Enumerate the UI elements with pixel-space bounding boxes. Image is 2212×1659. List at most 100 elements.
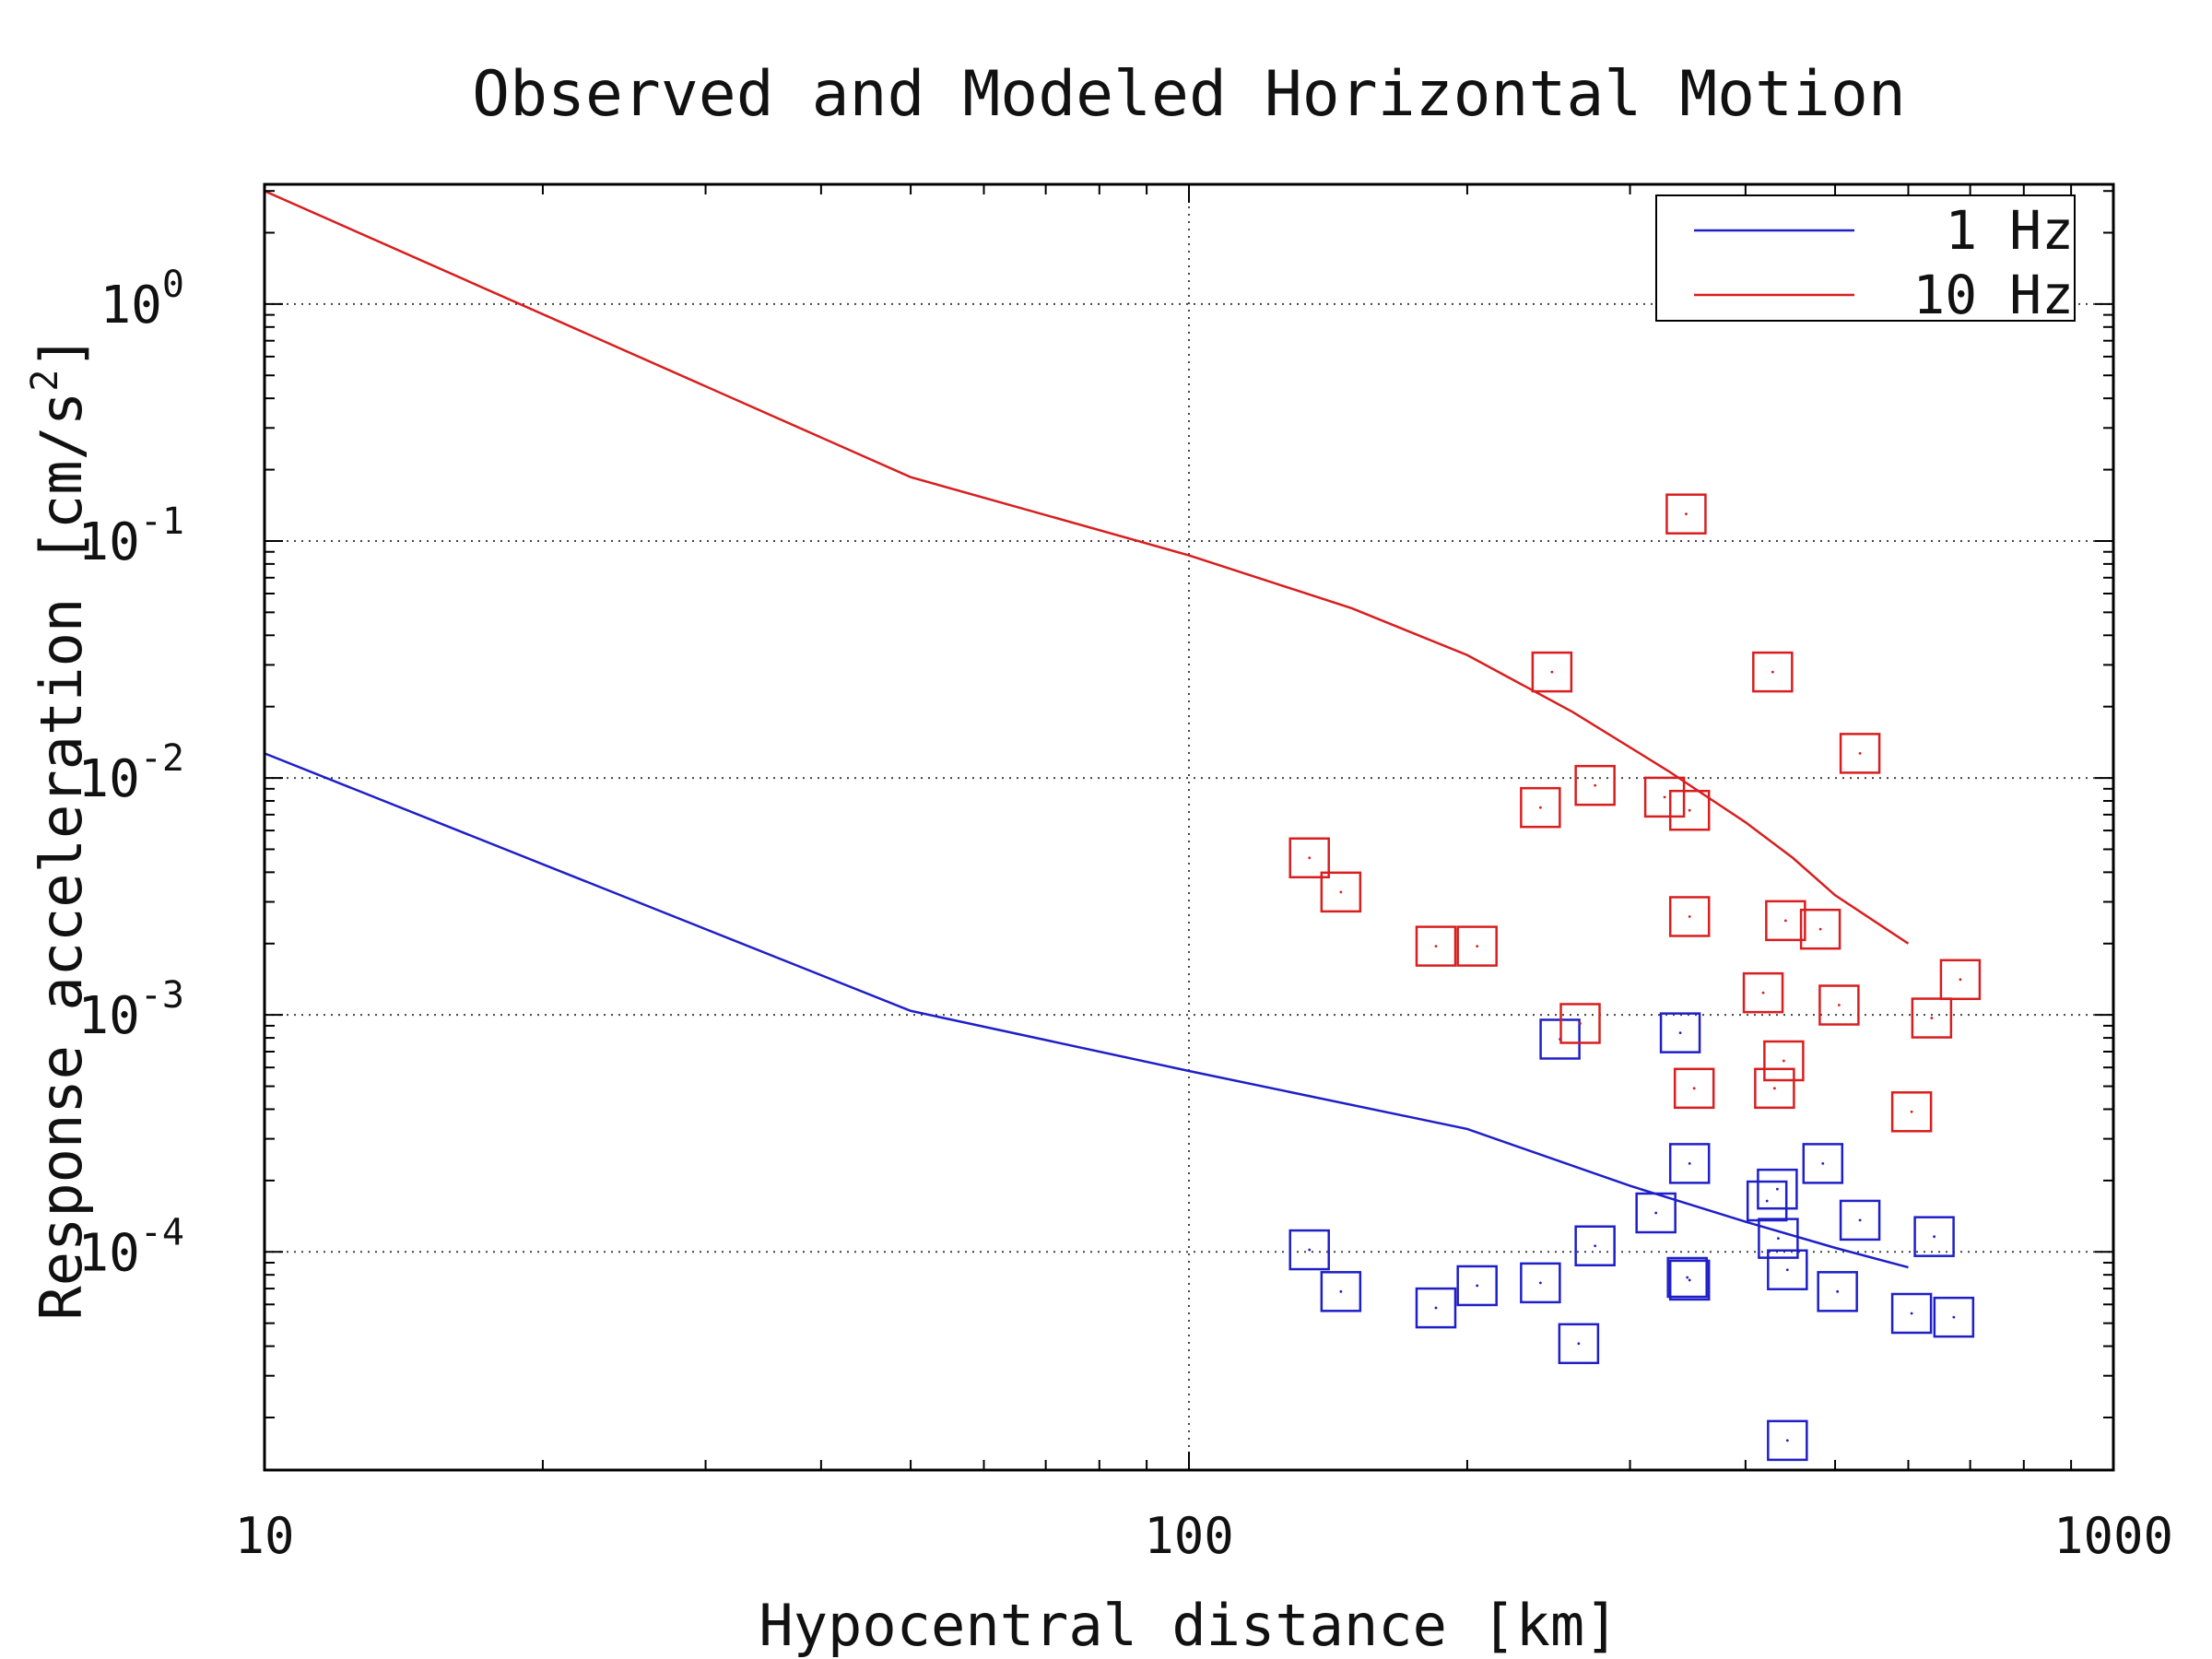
observed-point-center-1-hz [1678, 1031, 1682, 1035]
observed-point-1-hz [1758, 1218, 1799, 1259]
x-tick-labels: 10 100 1000 [234, 1507, 2173, 1565]
y-tick-label: 100 [100, 264, 184, 335]
observed-point-center-1-hz [1688, 1161, 1691, 1165]
observed-point-10-hz [1818, 984, 1860, 1026]
y-axis-label-end: ] [28, 335, 95, 369]
observed-point-center-1-hz [1765, 1199, 1769, 1203]
x-axis-label: Hypocentral distance [km] [759, 1592, 1618, 1659]
y-tick-exponent: 0 [162, 264, 184, 306]
observed-point-center-10-hz [1930, 1017, 1934, 1019]
observed-point-center-10-hz [1594, 783, 1597, 787]
observed-point-center-10-hz [1685, 512, 1688, 516]
observed-point-center-10-hz [1782, 1059, 1785, 1063]
observed-point-1-hz [1520, 1262, 1561, 1304]
observed-point-10-hz [1320, 871, 1362, 913]
observed-point-center-1-hz [1476, 1284, 1479, 1288]
model-line-1-hz [264, 752, 1909, 1269]
grid-lines [265, 184, 2113, 1470]
observed-point-10-hz [1752, 651, 1794, 693]
observed-point-center-1-hz [1688, 1278, 1691, 1282]
observed-point-center-10-hz [1339, 890, 1343, 894]
observed-point-10-hz [1742, 971, 1784, 1014]
observed-point-10-hz [1288, 837, 1330, 879]
observed-point-center-10-hz [1308, 856, 1312, 860]
chart-title: Observed and Modeled Horizontal Motion [472, 58, 1906, 131]
model-lines [264, 190, 1910, 1269]
observed-point-center-10-hz [1434, 945, 1438, 947]
observed-point-center-10-hz [1550, 670, 1554, 674]
observed-point-center-10-hz [1538, 806, 1542, 809]
y-axis-label-main: Response acceleration [cm/s [28, 392, 95, 1321]
observed-point-10-hz [1415, 925, 1457, 967]
observed-point-10-hz [1574, 764, 1616, 806]
observed-point-10-hz [1668, 789, 1711, 831]
observed-point-center-1-hz [1952, 1315, 1956, 1319]
observed-point-center-10-hz [1688, 808, 1691, 812]
observed-point-10-hz [1765, 900, 1806, 942]
observed-point-center-1-hz [1434, 1306, 1438, 1310]
observed-point-1-hz [1666, 1256, 1708, 1299]
y-tick-base: 10 [77, 512, 139, 572]
observed-point-center-10-hz [1692, 1087, 1696, 1090]
observed-point-1-hz [1288, 1229, 1330, 1271]
observed-point-10-hz [1665, 493, 1707, 535]
y-tick-base: 10 [77, 986, 139, 1046]
y-tick-label: 10-1 [77, 500, 184, 572]
observed-point-center-1-hz [1777, 1237, 1780, 1241]
observed-point-1-hz [1767, 1419, 1808, 1462]
y-axis-label: Response acceleration [cm/s2] [24, 335, 95, 1320]
observed-point-center-1-hz [1785, 1268, 1789, 1272]
observed-point-center-10-hz [1761, 991, 1765, 994]
observed-point-center-10-hz [1772, 1087, 1776, 1090]
observed-point-center-1-hz [1594, 1244, 1597, 1248]
observed-point-10-hz [1559, 1003, 1601, 1044]
observed-point-10-hz [1839, 733, 1881, 774]
observed-point-center-1-hz [1910, 1312, 1913, 1315]
model-line-10-hz [264, 190, 1910, 945]
observed-point-center-10-hz [1818, 927, 1822, 931]
legend-label: 10 Hz [1912, 264, 2074, 326]
y-tick-label: 10-3 [77, 974, 184, 1046]
y-tick-label: 10-4 [77, 1211, 184, 1283]
observed-point-center-10-hz [1959, 978, 1962, 982]
observed-point-1-hz [1913, 1216, 1955, 1257]
observed-point-1-hz [1802, 1143, 1844, 1184]
tick-marks [264, 184, 2113, 1470]
observed-points [1288, 493, 1982, 1462]
observed-point-center-1-hz [1933, 1235, 1936, 1239]
observed-point-center-1-hz [1858, 1218, 1862, 1222]
observed-point-center-1-hz [1654, 1211, 1658, 1215]
observed-point-1-hz [1668, 1143, 1711, 1184]
observed-point-center-1-hz [1821, 1161, 1825, 1165]
observed-point-1-hz [1746, 1180, 1788, 1222]
observed-point-center-1-hz [1577, 1342, 1581, 1346]
observed-point-1-hz [1839, 1199, 1881, 1241]
observed-point-center-10-hz [1476, 945, 1479, 947]
observed-point-1-hz [1320, 1271, 1362, 1312]
observed-point-10-hz [1673, 1067, 1715, 1110]
y-tick-base: 10 [100, 276, 161, 335]
y-tick-base: 10 [77, 749, 139, 809]
observed-point-10-hz [1643, 776, 1686, 818]
observed-point-center-1-hz [1538, 1281, 1542, 1285]
y-tick-exponent: -3 [140, 974, 184, 1017]
x-tick-label: 1000 [2053, 1507, 2173, 1565]
observed-point-10-hz [1763, 1040, 1805, 1082]
observed-point-center-10-hz [1858, 751, 1862, 755]
legend-label: 1 Hz [1945, 199, 2074, 262]
observed-point-10-hz [1890, 1091, 1933, 1133]
observed-point-1-hz [1574, 1225, 1616, 1267]
observed-point-10-hz [1456, 925, 1498, 967]
observed-point-1-hz [1456, 1265, 1498, 1307]
observed-point-1-hz [1767, 1249, 1808, 1290]
observed-point-center-1-hz [1785, 1439, 1789, 1442]
y-tick-label: 10-2 [77, 737, 184, 809]
x-tick-label: 10 [234, 1507, 294, 1565]
observed-point-10-hz [1520, 786, 1561, 829]
observed-point-1-hz [1890, 1292, 1933, 1335]
observed-point-10-hz [1911, 997, 1953, 1039]
observed-point-center-10-hz [1910, 1110, 1913, 1113]
